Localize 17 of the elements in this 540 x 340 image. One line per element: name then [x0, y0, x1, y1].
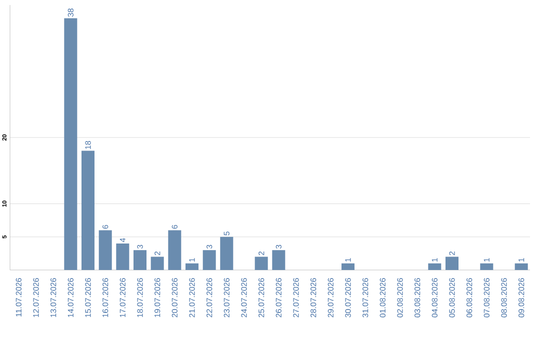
bar — [220, 236, 234, 270]
bar — [514, 263, 528, 270]
bar — [480, 263, 494, 270]
bar — [446, 256, 459, 270]
bar — [82, 150, 94, 270]
bar — [150, 256, 164, 270]
bar — [134, 250, 146, 270]
bar — [116, 244, 130, 270]
bar — [202, 250, 216, 270]
bar — [272, 250, 286, 270]
bar — [64, 18, 78, 270]
bar — [428, 263, 442, 270]
bar — [254, 256, 268, 270]
bar — [342, 263, 355, 270]
bar — [98, 230, 112, 270]
bar — [186, 263, 198, 270]
bar — [168, 230, 182, 270]
